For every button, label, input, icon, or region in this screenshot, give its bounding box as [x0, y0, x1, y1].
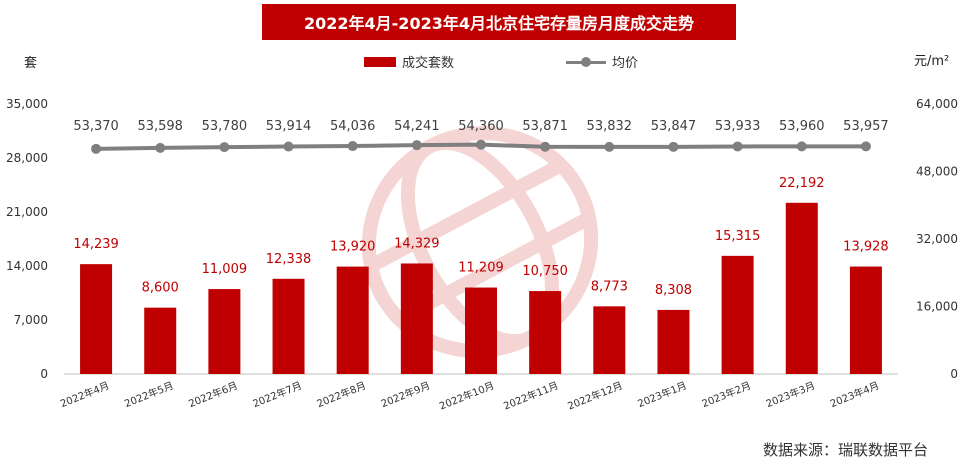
line-data-label: 53,957 [843, 119, 889, 134]
x-tick-label: 2022年6月 [187, 379, 240, 410]
right-axis-unit: 元/m² [914, 54, 950, 69]
bar-data-label: 14,239 [73, 237, 119, 252]
bar [785, 202, 818, 374]
left-tick-label: 0 [40, 367, 48, 381]
x-tick-label: 2023年1月 [636, 379, 689, 410]
bar-data-label: 15,315 [715, 229, 761, 244]
line-data-label: 53,832 [587, 119, 633, 134]
x-tick-label: 2022年8月 [315, 379, 368, 410]
line-data-label: 54,036 [330, 119, 376, 134]
line-data-label: 54,241 [394, 119, 440, 134]
legend-item-bar: 成交套数 [364, 52, 454, 71]
line-data-label: 53,780 [202, 119, 248, 134]
x-tick-label: 2022年11月 [501, 379, 560, 413]
watermark-band [363, 156, 569, 275]
bar [657, 309, 690, 374]
right-tick-label: 0 [950, 367, 958, 381]
bar-data-label: 12,338 [266, 252, 312, 267]
bar [144, 307, 177, 374]
line-data-label: 53,933 [715, 119, 761, 134]
legend-line-label: 均价 [612, 56, 639, 71]
left-tick-label: 14,000 [6, 259, 48, 273]
bar-data-label: 11,009 [202, 262, 248, 277]
line-series: 53,370 53,598 53,780 53,914 54,036 54,241 54,3… [73, 119, 889, 154]
x-tick-label: 2022年10月 [437, 379, 496, 413]
legend: 成交套数 均价 [0, 52, 960, 72]
bar [593, 306, 626, 374]
bar-data-label: 14,329 [394, 236, 440, 251]
bar [849, 266, 882, 374]
line-point [155, 142, 166, 153]
line-point [283, 141, 294, 152]
bar [80, 264, 113, 374]
bar [721, 255, 754, 374]
left-tick-label: 35,000 [6, 97, 48, 111]
right-tick-label: 64,000 [916, 97, 958, 111]
x-tick-label: 2022年5月 [122, 379, 175, 410]
bar-data-label: 22,192 [779, 176, 825, 191]
x-tick-label: 2022年4月 [58, 379, 111, 410]
line-point [860, 141, 871, 152]
x-tick-label: 2023年4月 [828, 379, 881, 410]
line-data-label: 54,360 [458, 119, 504, 134]
bar [529, 291, 562, 374]
line-data-label: 53,914 [266, 119, 312, 134]
line-point [411, 140, 422, 151]
data-source: 数据来源：瑞联数据平台 [762, 441, 928, 459]
line-point [219, 142, 230, 153]
line-point [347, 141, 358, 152]
right-tick-label: 16,000 [916, 300, 958, 314]
x-tick-label: 2022年7月 [251, 379, 304, 410]
x-tick-label: 2022年12月 [566, 379, 625, 413]
bar [272, 278, 305, 374]
right-tick-label: 32,000 [916, 232, 958, 246]
line-point [604, 141, 615, 152]
bar [400, 263, 433, 374]
legend-bar-swatch [364, 56, 396, 67]
x-tick-label: 2023年3月 [764, 379, 817, 410]
bar [208, 289, 241, 374]
line-data-label: 53,960 [779, 119, 825, 134]
bar [336, 266, 369, 374]
left-tick-label: 7,000 [14, 313, 48, 327]
line-data-label: 53,370 [73, 119, 119, 134]
line-point [668, 141, 679, 152]
line-data-label: 53,847 [651, 119, 697, 134]
line-point [476, 139, 486, 150]
bar-data-label: 8,308 [655, 283, 692, 298]
line-data-label: 53,871 [522, 119, 568, 134]
right-tick-label: 48,000 [916, 165, 958, 179]
bar-data-label: 8,773 [591, 279, 628, 294]
left-axis-unit: 套 [24, 56, 38, 71]
bar-series: 14,239 8,600 11,009 12,338 13,920 14,329 11,20… [73, 176, 889, 374]
line-point [732, 141, 743, 152]
x-tick-label: 2022年9月 [379, 379, 432, 410]
chart-title: 2022年4月-2023年4月北京住宅存量房月度成交走势 [262, 4, 736, 40]
line-point [796, 141, 807, 152]
bar-data-label: 10,750 [522, 264, 568, 279]
legend-item-line: 均价 [566, 52, 638, 71]
legend-bar-label: 成交套数 [402, 56, 455, 71]
left-tick-label: 28,000 [6, 151, 48, 165]
line-data-label: 53,598 [137, 119, 183, 134]
legend-line-swatch [566, 56, 606, 67]
bar-data-label: 11,209 [458, 261, 504, 276]
bar-data-label: 13,920 [330, 240, 376, 255]
line-point [91, 143, 102, 154]
line-point [540, 141, 551, 152]
x-tick-label: 2023年2月 [700, 379, 753, 410]
bar-data-label: 13,928 [843, 240, 889, 255]
bar [465, 287, 497, 374]
left-tick-label: 21,000 [6, 205, 48, 219]
bar-data-label: 8,600 [142, 281, 179, 296]
